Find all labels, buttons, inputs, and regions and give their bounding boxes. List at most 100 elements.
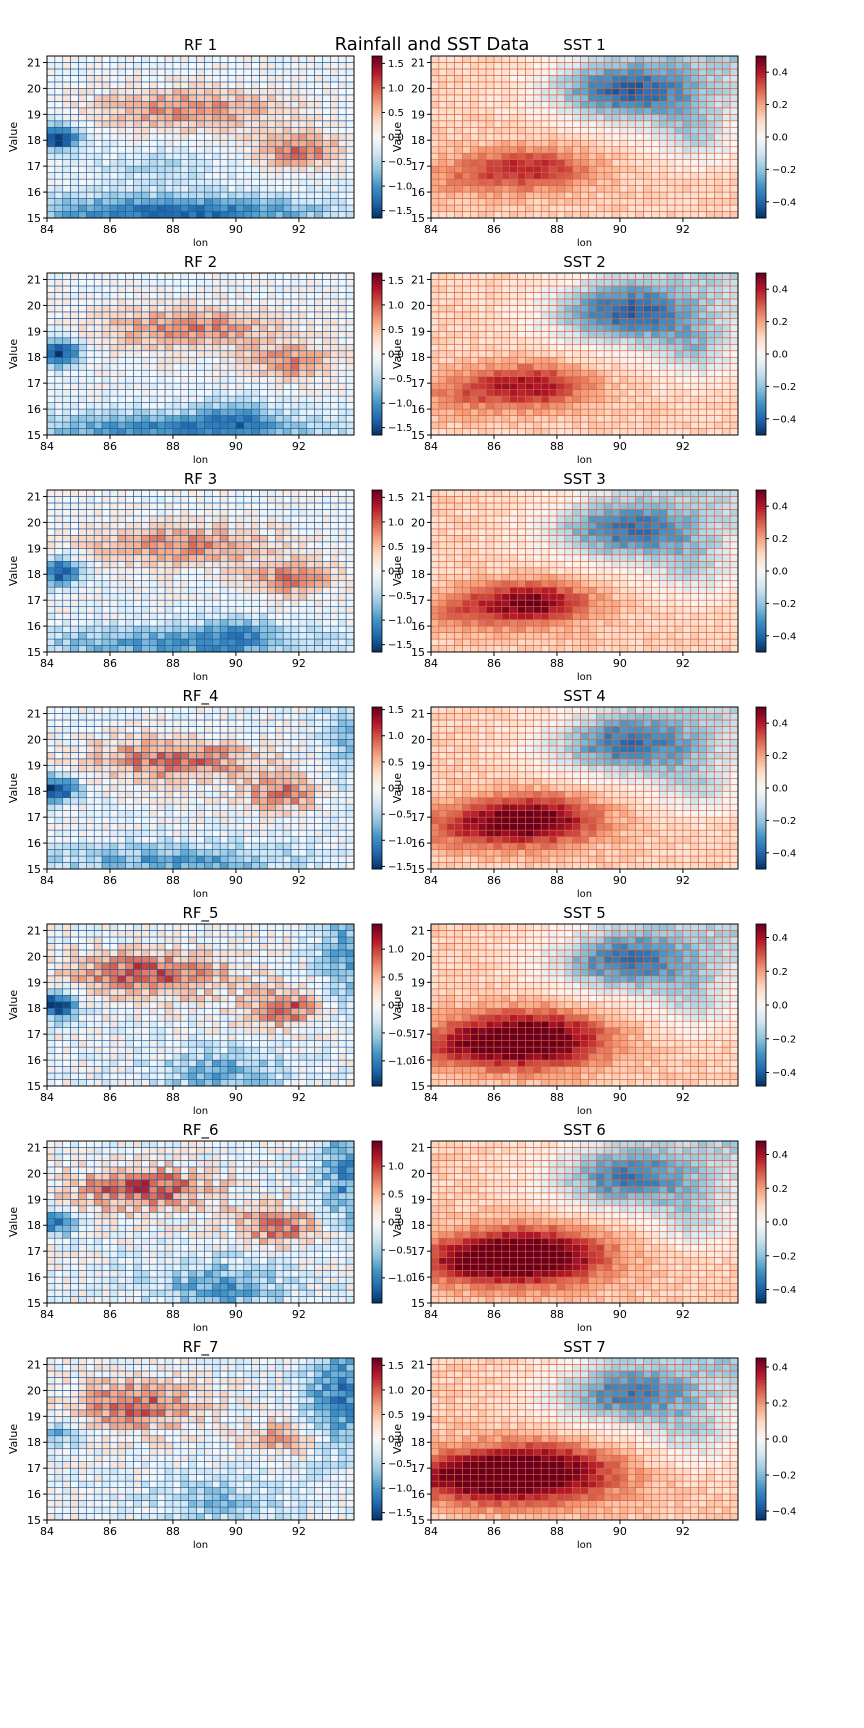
heatmap-cell [46, 337, 56, 345]
heatmap-cell [517, 376, 526, 384]
heatmap-cell [446, 146, 455, 154]
heatmap-cell [666, 62, 676, 70]
heatmap-cell [556, 337, 566, 345]
heatmap-cell [86, 120, 95, 128]
heatmap-cell [462, 198, 471, 206]
heatmap-cell [180, 548, 189, 556]
colorbar-segment [372, 128, 382, 132]
heatmap-cell [509, 94, 518, 102]
heatmap-cell [454, 75, 463, 83]
heatmap-cell [227, 298, 237, 306]
heatmap-cell [196, 369, 205, 377]
heatmap-cell [658, 331, 668, 339]
heatmap-cell [627, 68, 636, 76]
heatmap-cell [682, 318, 692, 326]
heatmap-cell [149, 185, 158, 193]
heatmap-cell [540, 343, 550, 352]
heatmap-cell [330, 586, 339, 594]
heatmap-cell [666, 363, 676, 371]
heatmap-cell [454, 94, 463, 102]
heatmap-cell [282, 389, 292, 397]
heatmap-cell [251, 198, 260, 206]
heatmap-cell [46, 343, 56, 352]
heatmap-cell [540, 305, 550, 313]
heatmap-cell [540, 324, 550, 332]
heatmap-cell [611, 318, 621, 326]
heatmap-cell [540, 337, 550, 345]
heatmap-cell [235, 356, 245, 365]
heatmap-cell [46, 580, 56, 588]
heatmap-cell [540, 133, 550, 141]
heatmap-cell [274, 567, 284, 575]
heatmap-cell [556, 369, 566, 377]
heatmap-cell [714, 172, 723, 180]
heatmap-cell [133, 421, 142, 429]
heatmap-cell [109, 580, 119, 588]
heatmap-cell [54, 285, 64, 293]
heatmap-cell [251, 165, 260, 173]
heatmap-cell [133, 81, 142, 89]
heatmap-cell [501, 285, 511, 293]
heatmap-cell [714, 428, 723, 436]
heatmap-cell [322, 81, 331, 89]
heatmap-cell [282, 415, 292, 423]
heatmap-cell [149, 606, 158, 614]
heatmap-cell [729, 408, 739, 416]
heatmap-cell [454, 204, 463, 212]
heatmap-cell [322, 204, 331, 212]
heatmap-cell [682, 178, 692, 186]
heatmap-cell [196, 204, 205, 212]
heatmap-cell [666, 139, 676, 148]
heatmap-cell [212, 415, 221, 423]
heatmap-cell [540, 382, 550, 390]
heatmap-cell [93, 178, 103, 186]
heatmap-cell [596, 292, 605, 300]
heatmap-cell [298, 318, 308, 326]
heatmap-cell [196, 619, 205, 627]
heatmap-cell [46, 573, 56, 582]
heatmap-cell [533, 68, 542, 76]
heatmap-cell [125, 81, 134, 89]
colorbar-segment [756, 375, 766, 379]
heatmap-cell [259, 363, 268, 371]
heatmap-cell [337, 94, 347, 102]
heatmap-cell [125, 101, 134, 109]
colorbar-segment [756, 275, 766, 279]
heatmap-cell [596, 376, 605, 384]
heatmap-cell [493, 152, 503, 160]
heatmap-cell [149, 178, 158, 186]
heatmap-cell [149, 298, 158, 306]
heatmap-cell [251, 337, 260, 345]
heatmap-cell [243, 101, 252, 109]
heatmap-cell [172, 107, 182, 115]
heatmap-cell [548, 285, 558, 293]
heatmap-cell [619, 204, 629, 212]
heatmap-cell [438, 279, 448, 287]
heatmap-cell [509, 311, 518, 319]
colorbar-segment [756, 305, 766, 309]
y-axis-label: Value [391, 122, 404, 152]
heatmap-cell [580, 285, 589, 293]
heatmap-cell [46, 198, 56, 206]
heatmap-cell [603, 88, 613, 96]
heatmap-cell [470, 318, 479, 326]
heatmap-cell [251, 350, 260, 358]
heatmap-cell [54, 94, 64, 102]
heatmap-cell [548, 324, 558, 332]
heatmap-cell [470, 55, 479, 63]
heatmap-cell [619, 318, 629, 326]
colorbar-segment [372, 359, 382, 363]
heatmap-cell [133, 75, 142, 83]
heatmap-cell [509, 139, 518, 148]
heatmap-cell [580, 356, 589, 365]
heatmap-cell [706, 172, 715, 180]
heatmap-cell [149, 172, 158, 180]
heatmap-cell [227, 311, 237, 319]
heatmap-cell [306, 324, 315, 332]
heatmap-cell [251, 599, 260, 607]
heatmap-cell [188, 376, 197, 384]
heatmap-cell [674, 211, 684, 219]
heatmap-cell [243, 541, 252, 549]
heatmap-cell [243, 152, 252, 160]
colorbar-segment [756, 318, 766, 322]
